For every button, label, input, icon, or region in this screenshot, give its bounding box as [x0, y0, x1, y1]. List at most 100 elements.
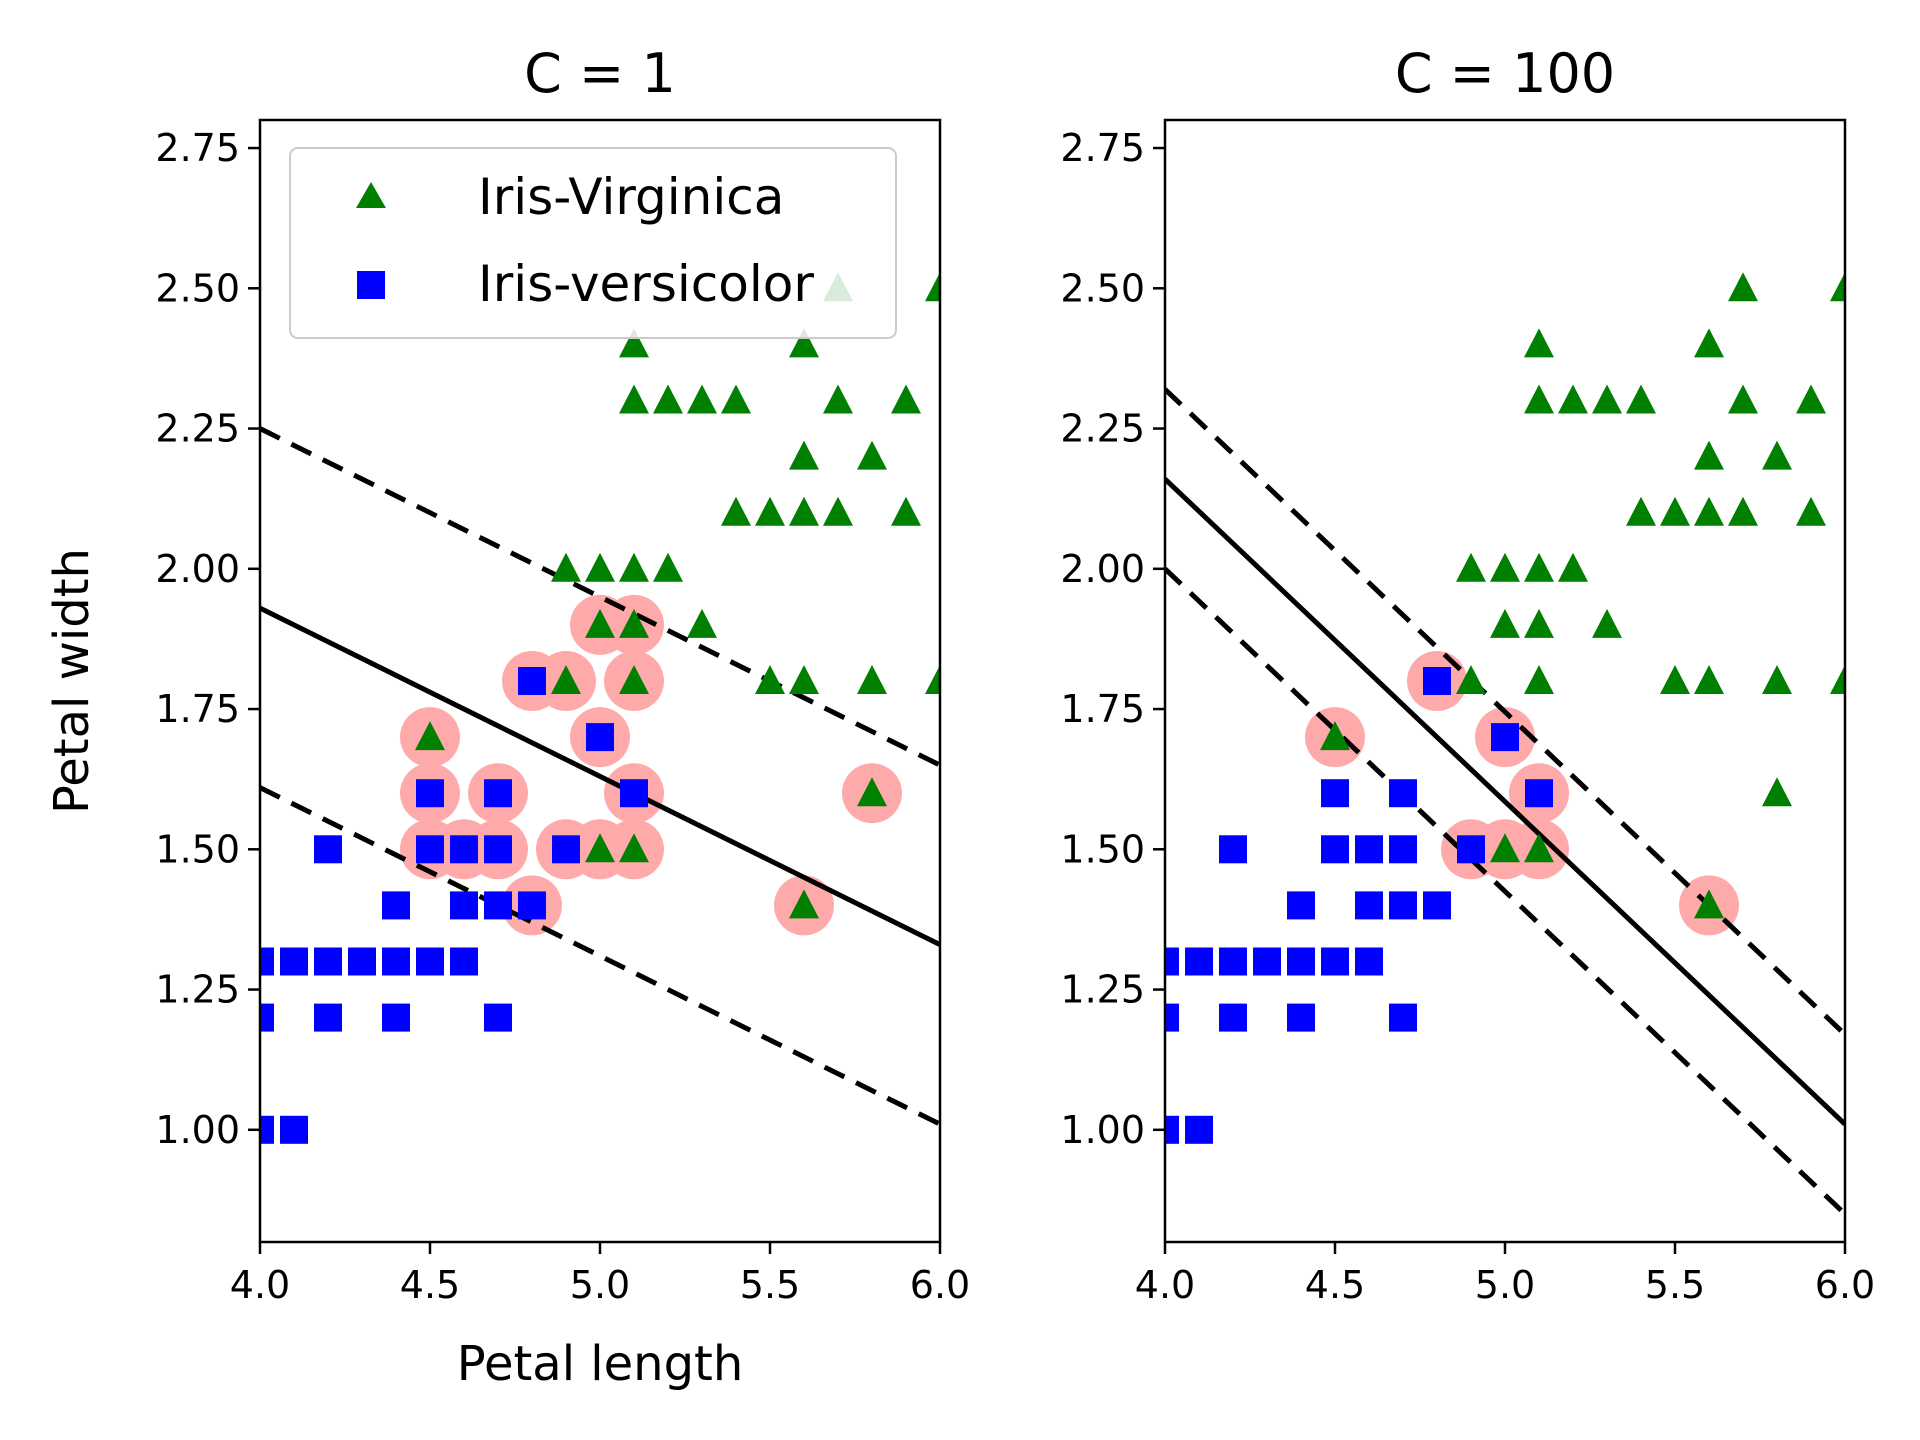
virginica-point	[1762, 777, 1792, 807]
virginica-point	[1558, 384, 1588, 414]
virginica-point	[1728, 496, 1758, 526]
versicolor-point	[1185, 1115, 1213, 1144]
versicolor-point	[1423, 667, 1451, 695]
x-tick-label: 6.0	[910, 1263, 970, 1307]
virginica-point	[1524, 608, 1554, 638]
versicolor-point	[280, 1115, 308, 1144]
versicolor-point	[1219, 835, 1247, 864]
versicolor-point	[1165, 947, 1179, 976]
versicolor-point	[1355, 835, 1383, 864]
virginica-point	[1490, 552, 1520, 582]
plot-area	[1165, 272, 1845, 1216]
legend: Iris-Virginica Iris-versicolor	[289, 147, 897, 339]
virginica-point	[653, 552, 683, 582]
versicolor-point	[1491, 723, 1519, 752]
versicolor-point	[620, 779, 648, 808]
virginica-point	[1320, 721, 1350, 751]
virginica-point	[891, 384, 921, 414]
virginica-point	[789, 440, 819, 470]
panel-title: C = 100	[1395, 42, 1615, 105]
versicolor-point	[314, 1003, 342, 1032]
y-tick-label: 2.00	[1060, 547, 1145, 591]
tick-group: 4.0 4.5 5.0 5.5 6.0 1.00 1.25 1.50 1.75 2.00 2.25 2…	[1060, 126, 1875, 1307]
versicolor-point	[314, 835, 342, 864]
versicolor-point	[348, 947, 376, 976]
virginica-point	[653, 384, 683, 414]
virginica-point	[585, 833, 615, 863]
virginica-point	[1694, 328, 1724, 358]
virginica-point	[857, 777, 887, 807]
virginica-point	[619, 608, 649, 638]
virginica-point	[1762, 665, 1792, 694]
virginica-point	[619, 552, 649, 582]
virginica-point	[1728, 384, 1758, 414]
virginica-point	[1524, 665, 1554, 694]
versicolor-point	[518, 891, 546, 920]
versicolor-point	[1457, 835, 1485, 864]
x-tick-label: 5.0	[570, 1263, 630, 1307]
virginica-point	[1660, 496, 1690, 526]
virginica-point	[687, 608, 717, 638]
x-tick-label: 4.0	[230, 1263, 290, 1307]
virginica-point	[1728, 272, 1758, 302]
versicolor-point	[1287, 1003, 1315, 1032]
virginica-point	[823, 496, 853, 526]
virginica-point	[1456, 552, 1486, 582]
y-tick-label: 1.00	[155, 1108, 240, 1152]
decision-boundary-line	[1165, 477, 1845, 1127]
y-axis-label: Petal width	[44, 548, 100, 814]
x-tick-label: 5.0	[1475, 1263, 1535, 1307]
plot-area	[260, 272, 940, 1144]
virginica-point	[823, 384, 853, 414]
versicolor-point	[552, 835, 580, 864]
virginica-point	[1626, 496, 1656, 526]
y-tick-label: 1.25	[1060, 968, 1145, 1012]
virginica-point	[789, 665, 819, 694]
versicolor-point	[1253, 947, 1281, 976]
virginica-point	[857, 665, 887, 694]
virginica-point	[1694, 889, 1724, 919]
virginica-point	[687, 384, 717, 414]
virginica-point	[1558, 552, 1588, 582]
versicolor-point	[586, 723, 614, 752]
versicolor-point	[484, 835, 512, 864]
virginica-point	[1762, 440, 1792, 470]
virginica-point	[721, 496, 751, 526]
legend-label-virginica: Iris-Virginica	[478, 168, 784, 226]
versicolor-point	[314, 947, 342, 976]
virginica-point	[1490, 608, 1520, 638]
virginica-point	[1626, 384, 1656, 414]
virginica-point	[857, 440, 887, 470]
virginica-point	[1796, 384, 1826, 414]
versicolor-point	[382, 947, 410, 976]
versicolor-point	[450, 947, 478, 976]
virginica-point	[789, 889, 819, 919]
versicolor-point	[1185, 947, 1213, 976]
versicolor-point	[416, 835, 444, 864]
virginica-point	[551, 552, 581, 582]
versicolor-point	[280, 947, 308, 976]
virginica-point	[1524, 833, 1554, 863]
x-tick-label: 6.0	[1815, 1263, 1875, 1307]
legend-triangle-marker	[356, 182, 386, 208]
y-tick-label: 1.75	[155, 687, 240, 731]
virginica-point	[1524, 384, 1554, 414]
y-tick-label: 2.25	[1060, 407, 1145, 451]
versicolor-point	[518, 667, 546, 695]
virginica-point	[1830, 272, 1845, 302]
y-tick-label: 2.25	[155, 407, 240, 451]
virginica-point	[721, 384, 751, 414]
margin-line	[1165, 566, 1845, 1216]
versicolor-point	[1219, 1003, 1247, 1032]
versicolor-point	[1389, 779, 1417, 808]
versicolor-point	[416, 947, 444, 976]
virginica-point	[755, 496, 785, 526]
margin-line	[260, 426, 940, 768]
y-tick-label: 2.75	[155, 126, 240, 170]
panel-c100: C = 100 4.0 4.5 5.0 5.5 6.0 1.00 1.25 1.50 1.75 2…	[1060, 42, 1875, 1307]
versicolor-point	[1355, 891, 1383, 920]
virginica-point	[925, 272, 940, 302]
x-tick-label: 4.0	[1135, 1263, 1195, 1307]
versicolor-point	[1321, 947, 1349, 976]
versicolor-point	[260, 947, 274, 976]
